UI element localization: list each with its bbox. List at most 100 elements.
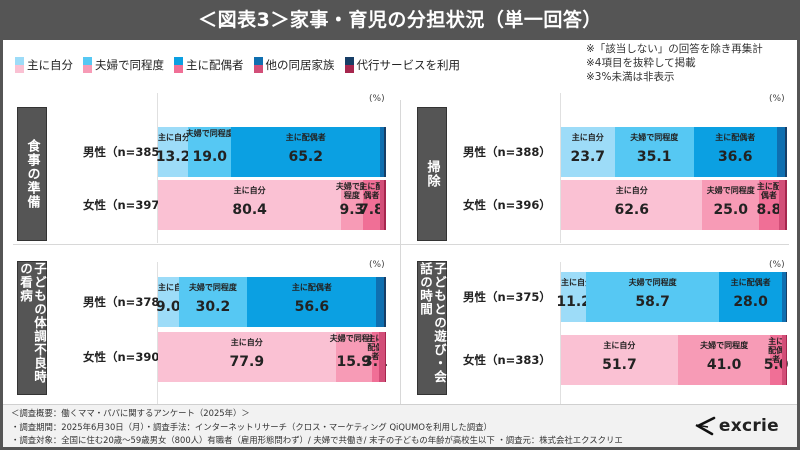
bar-segment: 主に配偶者 28.0 <box>718 272 783 322</box>
stacked-bar-male: 主に自分 23.7 夫婦で同程度 35.1 主に配偶者 36.6 <box>561 127 787 177</box>
stacked-bar-male: 主に自分 11.2 夫婦で同程度 58.7 主に配偶者 28.0 <box>556 272 787 322</box>
bar-segment <box>785 180 787 230</box>
excrie-logo-icon <box>695 416 716 436</box>
bar-segment <box>384 332 386 382</box>
segment-value: 25.0 <box>713 202 748 218</box>
unit-label: (%) <box>369 260 385 270</box>
legend-swatch <box>253 57 263 73</box>
bar-segment: 主に配偶者 56.6 <box>247 277 377 327</box>
legend-label: 主に配偶者 <box>186 58 244 72</box>
chart-content: 主に自分 夫婦で同程度 主に配偶者 他の同居家族 代行サービスを利用 ※「該当しない」の… <box>3 40 797 404</box>
bar-segment <box>778 180 786 230</box>
note-line: ※3%未満は非表示 <box>586 71 675 83</box>
bar-segment: 主に自分 9.0 <box>156 277 190 327</box>
bar-segment: 主に配偶者 3.1 <box>363 332 388 382</box>
unit-label: (%) <box>769 260 785 270</box>
segment-name: 夫婦で同程度 <box>329 334 378 343</box>
legend-item: 主に配偶者 <box>174 57 244 73</box>
bar-segment <box>781 335 786 385</box>
segment-name: 夫婦で同程度 <box>335 182 368 200</box>
axis-line <box>560 93 561 243</box>
segment-value: 19.0 <box>192 149 228 165</box>
segment-name: 主に配偶者 <box>285 133 326 142</box>
segment-value: 41.0 <box>706 357 742 373</box>
segment-value: 7.8 <box>358 202 384 218</box>
segment-name: 主に自分 <box>158 283 190 292</box>
row-label-female: 女性（n=396） <box>463 198 551 212</box>
bar-segment: 夫婦で同程度 30.2 <box>178 277 248 327</box>
segment-name: 夫婦で同程度 <box>700 341 749 350</box>
bar-segment <box>378 332 385 382</box>
category-label: 子どもとの遊び・会話の時間 <box>417 261 447 395</box>
row-label-female: 女性（n=383） <box>463 353 551 367</box>
unit-label: (%) <box>369 94 385 104</box>
segment-value: 77.9 <box>229 354 265 370</box>
survey-info: ＜調査概要：働くママ・パパに関するアンケート（2025年）＞ ・調査期間：202… <box>11 407 623 448</box>
segment-name: 主に自分 <box>230 338 263 347</box>
category-label: 子どもの体調不良時の看病 <box>17 261 47 395</box>
panel-divider-horizontal <box>13 244 789 245</box>
company-logo: excrie <box>694 416 779 436</box>
bar-segment: 夫婦で同程度 35.1 <box>614 127 694 177</box>
bar-segment: 主に自分 80.4 <box>158 180 342 230</box>
panel-divider-vertical <box>400 100 401 404</box>
category-label: 食事の準備 <box>17 107 47 241</box>
legend: 主に自分 夫婦で同程度 主に配偶者 他の同居家族 代行サービスを利用 <box>15 57 460 73</box>
bar-segment: 主に配偶者 65.2 <box>231 127 381 177</box>
axis-line <box>157 93 158 243</box>
segment-value: 9.3 <box>339 202 365 218</box>
bar-segment <box>384 127 386 177</box>
legend-swatch <box>15 57 24 73</box>
legend-label: 代行サービスを利用 <box>356 58 461 72</box>
row-label-male: 男性（n=378） <box>83 295 171 309</box>
bar-segment: 主に自分 11.2 <box>556 272 593 322</box>
bar-segment: 夫婦で同程度 19.0 <box>186 127 234 177</box>
legend-label: 夫婦で同程度 <box>95 58 164 72</box>
segment-value: 51.7 <box>602 357 637 373</box>
bar-segment <box>380 180 385 230</box>
segment-value: 15.9 <box>336 354 371 370</box>
legend-swatch <box>174 57 183 73</box>
segment-name: 夫婦で同程度 <box>628 278 677 287</box>
segment-name: 夫婦で同程度 <box>706 186 755 195</box>
segment-name: 主に自分 <box>571 133 604 142</box>
segment-name: 主に自分 <box>603 341 636 350</box>
segment-name: 主に配偶者 <box>730 278 771 287</box>
stacked-bar-female: 主に自分 77.9 夫婦で同程度 15.9 主に配偶者 3.1 <box>158 332 388 382</box>
segment-name: 夫婦で同程度 <box>185 129 234 138</box>
notes: ※「該当しない」の回答を除き再集計 ※4項目を抜粋して掲載 ※3%未満は非表示 <box>586 42 763 84</box>
bar-segment: 夫婦で同程度 41.0 <box>677 335 771 385</box>
chart-title: ＜図表3＞家事・育児の分担状況（単一回答） <box>198 9 602 31</box>
bar-segment: 夫婦で同程度 25.0 <box>702 180 759 230</box>
segment-value: 56.6 <box>294 299 330 315</box>
segment-name: 夫婦で同程度 <box>188 283 237 292</box>
bar-segment: 夫婦で同程度 9.3 <box>336 180 368 230</box>
segment-value: 8.8 <box>756 202 782 218</box>
segment-name: 主に自分 <box>561 278 593 287</box>
legend-item: 他の同居家族 <box>253 57 335 73</box>
segment-value: 80.4 <box>232 202 267 218</box>
category-label: 掃除 <box>417 107 447 241</box>
segment-name: 主に配偶者 <box>715 133 756 142</box>
bar-segment: 主に自分 77.9 <box>158 332 336 382</box>
row-label-female: 女性（n=390） <box>83 350 171 364</box>
segment-value: 23.7 <box>570 149 606 165</box>
note-line: ※4項目を抜粋して掲載 <box>586 57 696 69</box>
bar-segment: 主に自分 62.6 <box>561 180 703 230</box>
segment-value: 13.2 <box>155 149 191 165</box>
bar-segment <box>782 272 786 322</box>
bar-segment <box>380 127 385 177</box>
note-line: ※「該当しない」の回答を除き再集計 <box>586 43 763 55</box>
bar-segment: 主に配偶者 5.0 <box>764 335 789 385</box>
row-label-male: 男性（n=375） <box>463 290 551 304</box>
survey-title: ＜調査概要：働くママ・パパに関するアンケート（2025年）＞ <box>11 408 250 418</box>
legend-label: 他の同居家族 <box>265 58 335 72</box>
stacked-bar-female: 主に自分 51.7 夫婦で同程度 41.0 主に配偶者 5.0 <box>561 335 789 385</box>
stacked-bar-female: 主に自分 80.4 夫婦で同程度 9.3 主に配偶者 7.8 <box>158 180 386 230</box>
segment-name: 主に自分 <box>233 186 266 195</box>
bar-segment: 主に配偶者 36.6 <box>693 127 777 177</box>
bar-segment <box>384 180 386 230</box>
bar-segment: 夫婦で同程度 58.7 <box>586 272 719 322</box>
segment-value: 58.7 <box>635 294 670 310</box>
segment-name: 主に配偶者 <box>359 182 384 200</box>
